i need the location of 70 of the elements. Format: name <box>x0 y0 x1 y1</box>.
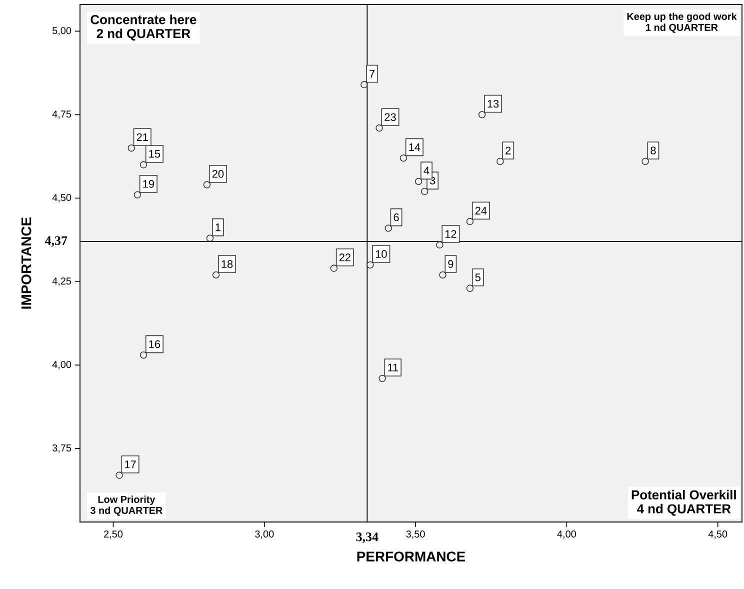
y-tick-label: 5,00 <box>52 27 72 36</box>
annotation: Concentrate here <box>90 14 196 24</box>
point <box>206 234 214 242</box>
point <box>421 188 428 196</box>
point <box>330 264 338 272</box>
y-tick-label: 4,00 <box>52 360 72 370</box>
x-tick-label: 3,50 <box>406 530 425 539</box>
point <box>466 284 474 292</box>
annotation: 11 <box>388 364 398 372</box>
x-tick-label: 2,50 <box>104 530 123 539</box>
x-tick-label: 4,00 <box>557 530 576 539</box>
annotation: 10 <box>376 250 387 258</box>
annotation: 20 <box>212 170 224 178</box>
annotation: 9 <box>448 260 454 268</box>
annotation: 8 <box>650 146 656 154</box>
point <box>203 181 211 188</box>
annotation: 23 <box>384 113 396 122</box>
point <box>140 161 148 168</box>
annotation: 15 <box>149 150 160 158</box>
annotation: 21 <box>136 133 148 141</box>
point <box>414 178 422 186</box>
annotation: 2 <box>506 146 511 154</box>
annotation: 2 nd QUARTER <box>96 28 190 41</box>
annotation: 24 <box>475 206 487 214</box>
annotation: 7 <box>370 70 375 78</box>
y-axis-title: IMPORTANCE <box>21 217 32 309</box>
point <box>496 158 504 166</box>
annotation: 22 <box>339 254 350 262</box>
y-tick-label: 4,75 <box>52 110 72 119</box>
annotation: 4 <box>424 166 430 174</box>
point <box>134 191 142 198</box>
annotation: 17 <box>125 460 136 468</box>
annotation: 12 <box>445 230 456 238</box>
y-tick-label: 4,50 <box>52 194 72 202</box>
point <box>466 218 474 226</box>
annotation: 4 nd QUARTER <box>636 504 731 516</box>
annotation: Low Priority <box>98 496 156 505</box>
point <box>378 374 386 382</box>
annotation: Potential Overkill <box>632 490 736 500</box>
x-axis-title: PERFORMANCE <box>357 552 466 562</box>
y-tick-label: 4,25 <box>52 278 72 286</box>
point <box>436 241 444 248</box>
y-tick-label: 3,75 <box>52 444 72 453</box>
point <box>366 261 374 269</box>
x-tick-label: 4,50 <box>708 530 728 539</box>
point <box>140 351 148 359</box>
annotation: 3 nd QUARTER <box>90 506 163 516</box>
point <box>376 124 383 132</box>
point <box>116 472 123 479</box>
ref-line-label: 4,37 <box>44 236 68 247</box>
annotation: 1 <box>216 224 220 232</box>
point <box>384 224 392 232</box>
annotation: 13 <box>488 100 499 108</box>
annotation: 6 <box>394 213 399 222</box>
ref-line-label: 3,34 <box>356 532 378 544</box>
point <box>478 111 486 118</box>
point <box>642 158 649 166</box>
point <box>212 271 220 279</box>
point <box>400 154 408 162</box>
x-tick-label: 3,00 <box>255 530 274 539</box>
point <box>360 81 368 88</box>
annotation: 14 <box>409 143 420 151</box>
annotation: 19 <box>143 180 154 188</box>
point <box>439 271 446 279</box>
point <box>128 144 135 152</box>
annotation: 1 nd QUARTER <box>646 24 718 33</box>
annotation: Keep up the good work <box>627 12 737 22</box>
annotation: 16 <box>149 340 160 348</box>
annotation: 5 <box>475 274 480 282</box>
annotation: 18 <box>222 260 233 268</box>
